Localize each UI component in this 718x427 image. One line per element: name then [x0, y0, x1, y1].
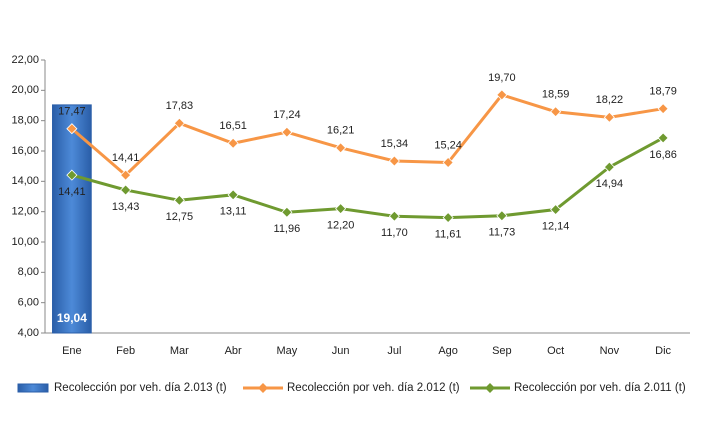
x-tick-label: Feb	[116, 345, 135, 357]
marker	[335, 203, 347, 215]
x-tick-label: Nov	[600, 345, 620, 357]
x-tick-label: Ago	[438, 345, 458, 357]
marker	[227, 189, 239, 201]
value-label: 12,75	[166, 211, 194, 223]
value-label: 13,43	[112, 201, 140, 213]
value-label: 17,24	[273, 109, 301, 121]
value-label: 15,34	[381, 138, 409, 150]
legend-label: Recolección por veh. día 2.013 (t)	[54, 382, 227, 394]
marker	[388, 210, 400, 222]
value-label: 16,51	[219, 120, 247, 132]
marker	[603, 111, 615, 123]
marker	[550, 203, 562, 216]
value-label: 15,24	[434, 139, 462, 151]
y-tick-label: 8,00	[18, 266, 39, 278]
y-tick-label: 10,00	[11, 236, 39, 248]
bar-value-label: 19,04	[57, 311, 87, 325]
value-label: 11,96	[274, 223, 301, 235]
marker	[550, 106, 562, 118]
marker	[603, 161, 615, 173]
x-tick-label: Ene	[62, 345, 82, 357]
marker	[281, 126, 293, 138]
legend-label: Recolección por veh. día 2.011 (t)	[514, 382, 686, 394]
marker	[66, 123, 78, 135]
value-label: 18,22	[596, 94, 624, 106]
value-label: 19,70	[488, 72, 516, 84]
x-tick-label: Jun	[332, 345, 350, 357]
y-tick-label: 4,00	[18, 327, 39, 339]
value-label: 17,47	[58, 106, 86, 118]
line	[70, 93, 664, 178]
marker	[173, 117, 185, 129]
marker	[496, 89, 508, 101]
y-tick-label: 12,00	[11, 206, 39, 218]
value-label: 11,70	[381, 227, 408, 239]
marker	[657, 103, 669, 115]
y-tick-label: 16,00	[11, 145, 39, 157]
x-tick-label: Abr	[225, 345, 242, 357]
value-label: 14,41	[58, 186, 86, 198]
legend-marker	[485, 383, 495, 393]
marker	[335, 142, 347, 154]
legend-label: Recolección por veh. día 2.012 (t)	[287, 382, 460, 394]
marker	[120, 169, 132, 181]
value-label: 11,73	[489, 227, 516, 239]
value-label: 16,21	[327, 125, 355, 137]
bar	[52, 104, 92, 334]
value-label: 13,11	[220, 206, 247, 218]
value-label: 11,61	[435, 228, 462, 240]
value-label: 18,79	[649, 86, 677, 98]
value-label: 14,41	[112, 152, 140, 164]
x-tick-label: Mar	[170, 345, 189, 357]
y-tick-label: 14,00	[11, 175, 39, 187]
y-tick-label: 6,00	[18, 297, 39, 309]
legend-marker	[258, 383, 268, 393]
marker	[66, 169, 78, 181]
marker	[281, 206, 293, 218]
y-tick-label: 20,00	[11, 84, 39, 96]
value-label: 12,14	[542, 220, 570, 232]
y-tick-label: 18,00	[11, 115, 39, 127]
marker	[442, 156, 454, 169]
marker	[173, 194, 185, 206]
x-tick-label: Dic	[655, 345, 671, 357]
x-tick-label: Oct	[547, 345, 564, 357]
value-label: 12,20	[327, 220, 355, 232]
x-tick-label: May	[276, 345, 297, 357]
x-tick-label: Sep	[492, 345, 512, 357]
line	[71, 136, 664, 220]
x-tick-label: Jul	[387, 345, 401, 357]
value-label: 14,94	[596, 178, 624, 190]
marker	[227, 137, 239, 149]
marker	[388, 155, 400, 167]
marker	[657, 132, 669, 144]
marker	[442, 212, 454, 224]
value-label: 18,59	[542, 89, 570, 101]
value-label: 17,83	[166, 100, 194, 112]
y-tick-label: 22,00	[11, 54, 39, 66]
value-label: 16,86	[649, 149, 677, 161]
legend-swatch	[17, 383, 49, 393]
marker	[120, 184, 132, 196]
marker	[496, 210, 508, 222]
